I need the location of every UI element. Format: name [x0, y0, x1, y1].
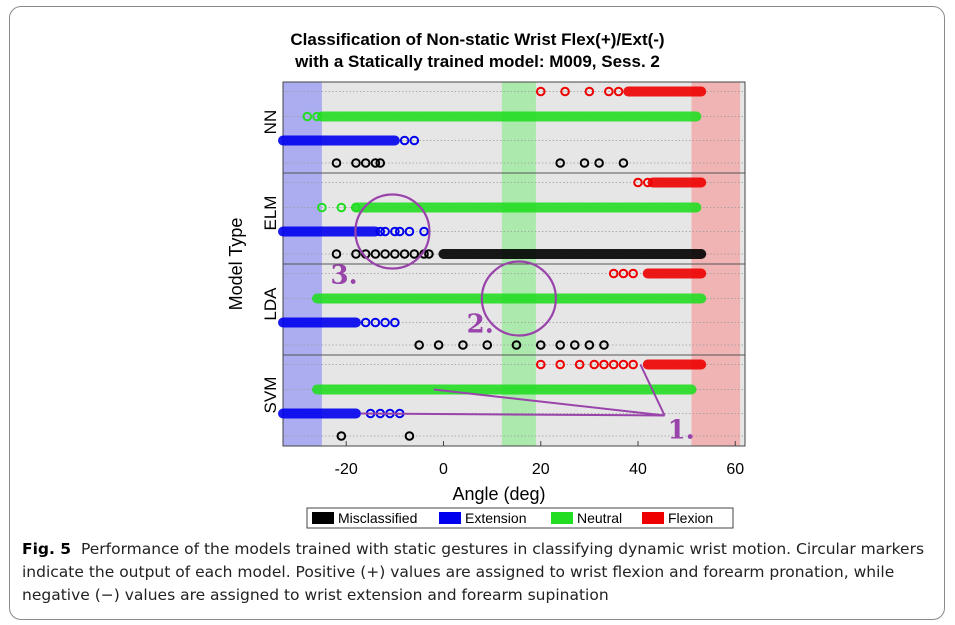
marker-elm-extension [419, 226, 429, 237]
marker-lda-misclassified [599, 340, 609, 350]
marker-nn-flexion [613, 86, 624, 97]
marker-lda-misclassified [414, 340, 424, 350]
marker-svm-flexion [599, 359, 609, 370]
annotation-1-pointer [360, 412, 665, 417]
marker-svm-flexion [608, 359, 619, 370]
y-model-label: SVM [261, 377, 280, 414]
marker-nn-flexion [604, 86, 614, 97]
marker-elm-misclassified [409, 249, 420, 259]
annotation-circle-2 [480, 260, 557, 337]
annotation-label-2: 2. [467, 310, 494, 340]
marker-lda-misclassified [433, 340, 444, 350]
legend-swatch-flexion [642, 512, 664, 524]
marker-elm-misclassified [390, 249, 400, 259]
marker-lda-extension [390, 317, 400, 328]
marker-lda-misclassified [511, 340, 522, 350]
annotation-circle-3 [354, 193, 431, 270]
y-axis-title: Model Type [226, 218, 246, 311]
x-tick-label: 0 [439, 461, 448, 478]
annotation-1-pointer [639, 364, 666, 416]
marker-lda-misclassified [535, 340, 546, 350]
marker-lda-misclassified [569, 340, 580, 350]
marker-lda-flexion [618, 268, 629, 279]
marker-svm-flexion [574, 359, 585, 370]
figure-caption: Fig. 5 Performance of the models trained… [22, 538, 932, 607]
legend-label-extension: Extension [465, 510, 526, 526]
marker-nn-misclassified [351, 158, 361, 168]
caption-label: Fig. 5 [22, 540, 72, 558]
marker-svm-flexion [535, 359, 546, 370]
marker-elm-flexion [633, 177, 643, 188]
marker-lda-misclassified [482, 340, 493, 350]
marker-nn-misclassified [594, 158, 604, 168]
marker-lda-flexion [628, 268, 638, 279]
legend-label-flexion: Flexion [668, 510, 713, 526]
marker-nn-misclassified [370, 158, 381, 168]
legend-label-misclassified: Misclassified [338, 510, 417, 526]
marker-elm-misclassified [399, 249, 410, 259]
marker-lda-extension [360, 317, 371, 328]
marker-nn-extension [399, 135, 410, 146]
marker-nn-misclassified [579, 158, 590, 168]
marker-elm-extension [375, 226, 386, 237]
marker-nn-misclassified [618, 158, 629, 168]
marker-svm-misclassified [404, 431, 415, 441]
marker-elm-extension [404, 226, 415, 237]
marker-lda-misclassified [458, 340, 468, 350]
marker-nn-misclassified [555, 158, 566, 168]
marker-elm-extension [380, 226, 390, 237]
annotation-label-3: 3. [330, 261, 357, 291]
x-tick-label: 20 [532, 461, 550, 478]
marker-lda-extension [370, 317, 381, 328]
marker-svm-flexion [628, 359, 638, 370]
y-model-label: ELM [261, 196, 280, 231]
y-model-label: LDA [261, 287, 280, 321]
legend-swatch-extension [439, 512, 461, 524]
legend-swatch-neutral [551, 512, 573, 524]
chart-title-line-2: with a Statically trained model: M009, S… [295, 52, 660, 71]
annotation-label-1: 1. [668, 416, 695, 446]
marker-elm-misclassified [331, 249, 342, 259]
marker-svm-flexion [618, 359, 629, 370]
marker-elm-extension [394, 226, 405, 237]
marker-elm-misclassified [351, 249, 361, 259]
x-tick-label: 40 [629, 461, 647, 478]
marker-elm-flexion [642, 177, 653, 188]
marker-elm-misclassified [424, 249, 434, 259]
marker-elm-neutral [351, 202, 361, 213]
marker-elm-neutral [317, 202, 327, 213]
marker-nn-flexion [535, 86, 546, 97]
marker-lda-flexion [608, 268, 619, 279]
y-model-label: NN [261, 110, 280, 135]
marker-nn-misclassified [375, 158, 386, 168]
marker-nn-neutral [312, 111, 322, 122]
marker-nn-neutral [302, 111, 313, 122]
legend-label-neutral: Neutral [577, 510, 622, 526]
x-tick-label: -20 [335, 461, 358, 478]
chart-title-line-1: Classification of Non-static Wrist Flex(… [290, 30, 665, 49]
marker-nn-extension [409, 135, 420, 146]
x-axis-title: Angle (deg) [452, 484, 545, 504]
marker-nn-flexion [560, 86, 570, 97]
marker-elm-misclassified [380, 249, 390, 259]
marker-lda-misclassified [555, 340, 566, 350]
marker-svm-flexion [589, 359, 600, 370]
marker-elm-misclassified [370, 249, 381, 259]
marker-svm-misclassified [336, 431, 347, 441]
annotation-1-pointer [433, 388, 665, 417]
marker-svm-flexion [555, 359, 566, 370]
plot-border [282, 81, 746, 447]
marker-nn-flexion [584, 86, 595, 97]
marker-elm-extension [390, 226, 400, 237]
marker-lda-misclassified [584, 340, 595, 350]
marker-nn-misclassified [360, 158, 371, 168]
marker-nn-misclassified [331, 158, 342, 168]
legend-box [306, 507, 734, 529]
marker-lda-extension [380, 317, 390, 328]
caption-text: Performance of the models trained with s… [22, 540, 925, 604]
legend-swatch-misclassified [312, 512, 334, 524]
marker-elm-neutral [336, 202, 347, 213]
x-tick-label: 60 [726, 461, 744, 478]
